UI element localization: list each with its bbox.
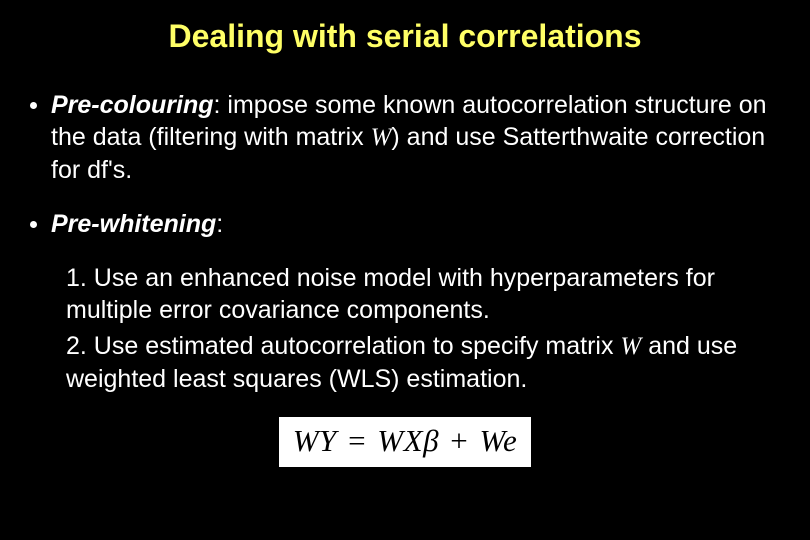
plus-sign: +: [447, 423, 471, 458]
bullet-dot-icon: [30, 102, 37, 109]
bullet-pre-colouring: Pre-colouring: impose some known autocor…: [30, 89, 780, 186]
sub-item-2: 2. Use estimated autocorrelation to spec…: [66, 330, 780, 395]
bullet-dot-icon: [30, 221, 37, 228]
slide-title: Dealing with serial correlations: [30, 18, 780, 55]
formula-rhs1: WX: [377, 423, 423, 458]
matrix-w: W: [371, 124, 392, 151]
bullet-text: Pre-whitening:: [51, 208, 223, 240]
bullet-rest: :: [216, 210, 223, 238]
bullet-lead: Pre-whitening: [51, 210, 216, 238]
bullet-pre-whitening: Pre-whitening:: [30, 208, 780, 240]
bullet-lead: Pre-colouring: [51, 91, 214, 119]
bullet-text: Pre-colouring: impose some known autocor…: [51, 89, 780, 186]
matrix-w: W: [620, 333, 641, 360]
formula: WY = WXβ + We: [279, 417, 532, 467]
equals-sign: =: [345, 423, 369, 458]
formula-rhs2: We: [480, 423, 518, 458]
sub-2-a: 2. Use estimated autocorrelation to spec…: [66, 332, 620, 360]
formula-beta: β: [423, 423, 439, 458]
formula-container: WY = WXβ + We: [30, 417, 780, 467]
formula-lhs: WY: [293, 423, 337, 458]
slide: Dealing with serial correlations Pre-col…: [0, 0, 810, 540]
sub-item-1: 1. Use an enhanced noise model with hype…: [66, 262, 780, 326]
